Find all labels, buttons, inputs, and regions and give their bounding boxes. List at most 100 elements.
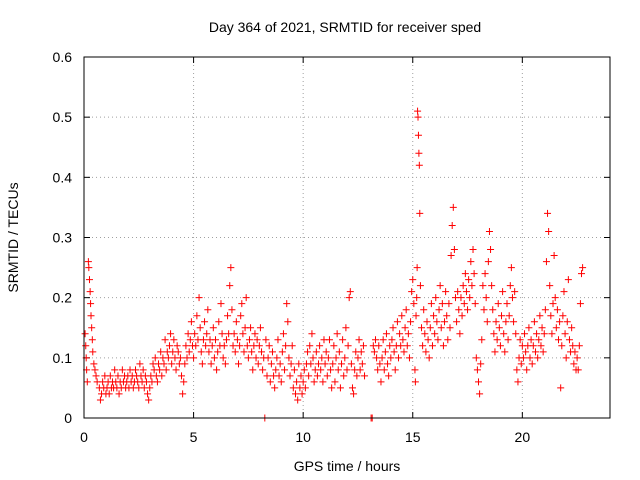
data-point [523, 366, 531, 374]
data-point [501, 348, 509, 356]
data-point [539, 348, 547, 356]
data-point [411, 366, 419, 374]
data-point [550, 252, 558, 260]
data-point [418, 324, 426, 332]
data-point [408, 288, 416, 296]
data-point [415, 161, 423, 169]
x-tick-label: 0 [80, 429, 88, 445]
data-point [286, 372, 294, 380]
data-point [579, 264, 587, 272]
data-point [551, 294, 559, 302]
data-point [487, 246, 495, 254]
data-point [413, 294, 421, 302]
data-point [273, 354, 281, 362]
data-point [414, 107, 422, 115]
data-point [358, 360, 366, 368]
data-point [460, 300, 468, 308]
data-point [573, 354, 581, 362]
data-point [570, 360, 578, 368]
data-point [279, 330, 287, 338]
y-tick-label: 0.4 [53, 169, 73, 185]
data-point [420, 306, 428, 314]
data-point [478, 336, 486, 344]
data-point [265, 342, 273, 350]
data-point [201, 318, 209, 326]
data-point [350, 390, 358, 398]
data-point [230, 330, 238, 338]
data-point [535, 336, 543, 344]
data-point [338, 360, 346, 368]
data-point [315, 360, 323, 368]
data-point [227, 264, 235, 272]
data-point [281, 366, 289, 374]
data-point [317, 366, 325, 374]
data-point [397, 342, 405, 350]
y-tick-label: 0 [64, 410, 72, 426]
data-point [386, 342, 394, 350]
data-point [553, 306, 561, 314]
data-point [191, 330, 199, 338]
data-point [335, 348, 343, 356]
data-point [347, 360, 355, 368]
data-point [513, 366, 521, 374]
data-point [536, 312, 544, 320]
data-point [153, 378, 161, 386]
data-point [371, 336, 379, 344]
data-point [441, 318, 449, 326]
data-point [445, 300, 453, 308]
data-point [295, 360, 303, 368]
data-point [516, 336, 524, 344]
data-point [427, 300, 435, 308]
data-point [181, 360, 189, 368]
data-point [297, 372, 305, 380]
data-point [92, 372, 100, 380]
data-point [106, 372, 114, 380]
data-point [217, 300, 225, 308]
y-tick-label: 0.6 [53, 49, 73, 65]
data-point [318, 354, 326, 362]
data-point [294, 396, 302, 404]
data-point [575, 342, 583, 350]
data-point [454, 288, 462, 296]
data-point [512, 330, 520, 338]
data-point [235, 360, 243, 368]
data-point [215, 318, 223, 326]
data-point [334, 366, 342, 374]
data-point [306, 342, 314, 350]
data-point [381, 348, 389, 356]
data-point [507, 264, 515, 272]
data-point [438, 300, 446, 308]
data-point [457, 294, 465, 302]
data-point [168, 360, 176, 368]
y-tick-label: 0.3 [53, 230, 73, 246]
data-point [165, 342, 173, 350]
data-point [531, 348, 539, 356]
data-point [558, 342, 566, 350]
data-point [244, 354, 252, 362]
data-point [538, 324, 546, 332]
data-point [563, 318, 571, 326]
data-point [83, 378, 91, 386]
data-point [398, 312, 406, 320]
data-point [199, 336, 207, 344]
data-point [546, 282, 554, 290]
data-point [327, 366, 335, 374]
data-point [114, 372, 122, 380]
data-point [219, 354, 227, 362]
data-point [144, 390, 152, 398]
data-point [382, 330, 390, 338]
plot-frame [83, 56, 611, 419]
y-tick-label: 0.5 [53, 109, 73, 125]
y-axis-title: SRMTID / TECUs [5, 182, 21, 292]
data-point [88, 324, 96, 332]
data-point [88, 336, 96, 344]
data-point [185, 348, 193, 356]
data-point [173, 342, 181, 350]
data-point [179, 390, 187, 398]
data-point [259, 366, 267, 374]
data-point [285, 354, 293, 362]
data-point [421, 330, 429, 338]
data-point [262, 336, 270, 344]
data-point [237, 312, 245, 320]
data-point [343, 366, 351, 374]
